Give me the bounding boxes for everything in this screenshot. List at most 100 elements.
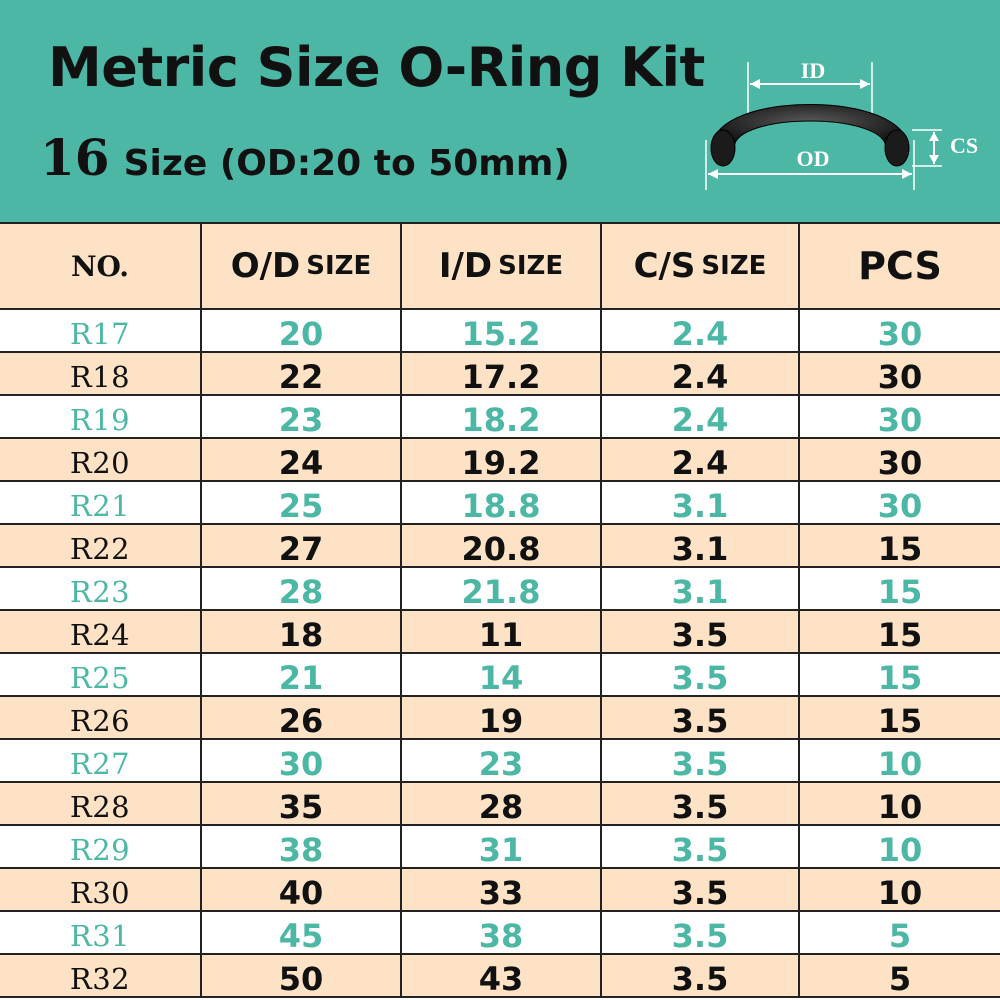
table-row: R17 20 15.2 2.4 30	[0, 310, 1000, 353]
cell-no: R25	[0, 654, 202, 695]
table-row: R28 35 28 3.5 10	[0, 783, 1000, 826]
cell-pcs: 10	[877, 873, 923, 912]
cell-no: R17	[0, 310, 202, 351]
table-row: R22 27 20.8 3.1 15	[0, 525, 1000, 568]
size-range-text: Size (OD:20 to 50mm)	[123, 143, 570, 184]
id-label: ID	[801, 58, 825, 83]
cell-od: 21	[202, 654, 402, 697]
cell-od: 30	[202, 740, 402, 783]
cell-cs: 3.5	[602, 869, 800, 912]
table-row: R27 30 23 3.5 10	[0, 740, 1000, 783]
cell-pcs: 30	[877, 400, 923, 439]
cell-id: 19	[402, 697, 602, 740]
od-label: OD	[797, 146, 830, 171]
cell-od: 23	[202, 396, 402, 439]
cell-no: R29	[0, 826, 202, 867]
table-row: R19 23 18.2 2.4 30	[0, 396, 1000, 439]
size-count: 16	[40, 128, 110, 187]
table-row: R18 22 17.2 2.4 30	[0, 353, 1000, 396]
cell-no: R18	[0, 353, 202, 394]
cell-no: R31	[0, 912, 202, 953]
cell-id: 17.2	[402, 353, 602, 396]
cell-cs: 2.4	[602, 396, 800, 439]
table-row: R29 38 31 3.5 10	[0, 826, 1000, 869]
cell-no: R24	[0, 611, 202, 652]
cell-id: 28	[402, 783, 602, 826]
cell-cs: 2.4	[602, 353, 800, 396]
cell-id: 14	[402, 654, 602, 697]
page-title: Metric Size O-Ring Kit	[48, 36, 705, 99]
cell-pcs: 30	[877, 443, 923, 482]
cell-pcs: 5	[888, 916, 912, 955]
cell-od: 50	[202, 955, 402, 998]
cell-id: 43	[402, 955, 602, 998]
cell-cs: 3.5	[602, 826, 800, 869]
table-row: R31 45 38 3.5 5	[0, 912, 1000, 955]
cell-od: 35	[202, 783, 402, 826]
cell-no: R26	[0, 697, 202, 738]
cell-id: 21.8	[402, 568, 602, 611]
cell-id: 31	[402, 826, 602, 869]
table-row: R24 18 11 3.5 15	[0, 611, 1000, 654]
cell-cs: 2.4	[602, 310, 800, 353]
header-no: NO.	[0, 224, 202, 308]
cell-no: R22	[0, 525, 202, 566]
table-row: R20 24 19.2 2.4 30	[0, 439, 1000, 482]
cell-id: 38	[402, 912, 602, 955]
table-row: R25 21 14 3.5 15	[0, 654, 1000, 697]
cell-id: 23	[402, 740, 602, 783]
header-banner: Metric Size O-Ring Kit 16 Size (OD:20 to …	[0, 0, 1000, 222]
cell-pcs: 30	[877, 357, 923, 396]
cell-pcs: 15	[877, 658, 923, 697]
cell-id: 15.2	[402, 310, 602, 353]
cell-no: R32	[0, 955, 202, 996]
table-row: R32 50 43 3.5 5	[0, 955, 1000, 998]
cell-pcs: 10	[877, 787, 923, 826]
cell-no: R20	[0, 439, 202, 480]
cell-od: 40	[202, 869, 402, 912]
table-body: R17 20 15.2 2.4 30 R18 22 17.2 2.4 30 R19 23 18.2 2.4…	[0, 310, 1000, 998]
cell-od: 28	[202, 568, 402, 611]
cell-od: 20	[202, 310, 402, 353]
header-cs-size: C/S SIZE	[602, 224, 800, 308]
cell-id: 18.2	[402, 396, 602, 439]
cell-pcs: 30	[877, 486, 923, 525]
table-row: R26 26 19 3.5 15	[0, 697, 1000, 740]
table-header-row: NO. O/D SIZE I/D SIZE C/S SIZE PCS	[0, 224, 1000, 310]
cell-od: 38	[202, 826, 402, 869]
table-row: R21 25 18.8 3.1 30	[0, 482, 1000, 525]
page-subtitle: 16 Size (OD:20 to 50mm)	[40, 128, 570, 187]
cell-no: R23	[0, 568, 202, 609]
cell-pcs: 10	[877, 744, 923, 783]
size-table: NO. O/D SIZE I/D SIZE C/S SIZE PCS R17 20 15.…	[0, 222, 1000, 1000]
cell-od: 27	[202, 525, 402, 568]
cell-no: R27	[0, 740, 202, 781]
cell-od: 25	[202, 482, 402, 525]
header-od-size: O/D SIZE	[202, 224, 402, 308]
cell-no: R30	[0, 869, 202, 910]
cell-cs: 3.5	[602, 955, 800, 998]
cell-id: 19.2	[402, 439, 602, 482]
cell-id: 11	[402, 611, 602, 654]
cs-label: CS	[950, 133, 978, 158]
cell-od: 26	[202, 697, 402, 740]
cell-pcs: 5	[888, 959, 912, 998]
cell-cs: 3.5	[602, 611, 800, 654]
cell-od: 18	[202, 611, 402, 654]
cell-cs: 3.5	[602, 654, 800, 697]
table-row: R23 28 21.8 3.1 15	[0, 568, 1000, 611]
cell-pcs: 15	[877, 615, 923, 654]
cell-cs: 3.5	[602, 912, 800, 955]
cell-pcs: 15	[877, 572, 923, 611]
cell-id: 20.8	[402, 525, 602, 568]
cell-cs: 3.5	[602, 697, 800, 740]
header-pcs: PCS	[858, 244, 942, 288]
cell-cs: 3.5	[602, 740, 800, 783]
cell-od: 45	[202, 912, 402, 955]
cell-no: R28	[0, 783, 202, 824]
cell-od: 24	[202, 439, 402, 482]
o-ring-diagram: ID OD CS	[705, 58, 978, 190]
cell-no: R19	[0, 396, 202, 437]
cell-od: 22	[202, 353, 402, 396]
table-row: R30 40 33 3.5 10	[0, 869, 1000, 912]
